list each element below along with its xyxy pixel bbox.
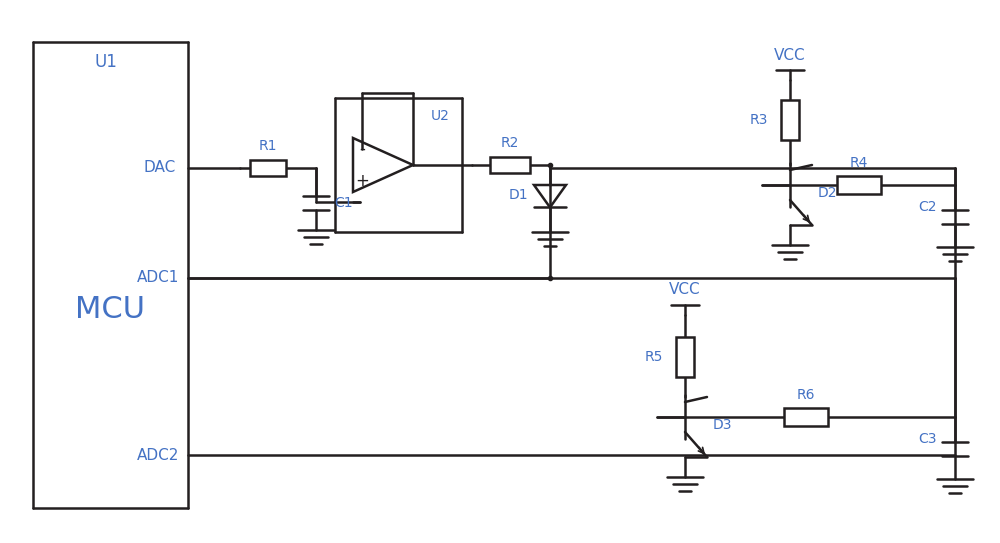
Bar <box>676 337 694 377</box>
Bar <box>490 157 530 173</box>
Bar <box>784 408 828 426</box>
Text: VCC: VCC <box>669 282 701 298</box>
Text: ADC2: ADC2 <box>137 447 179 463</box>
Text: MCU: MCU <box>76 295 146 325</box>
Text: D1: D1 <box>508 188 528 202</box>
Bar <box>250 160 286 176</box>
Text: R4: R4 <box>849 156 868 170</box>
Text: R3: R3 <box>750 113 768 127</box>
Text: C2: C2 <box>918 200 937 214</box>
Text: R1: R1 <box>259 139 277 153</box>
Bar <box>836 176 881 194</box>
Text: U2: U2 <box>431 109 449 123</box>
Text: +: + <box>355 172 369 190</box>
Text: C1: C1 <box>334 196 353 210</box>
Text: D3: D3 <box>713 418 732 432</box>
Text: U1: U1 <box>94 53 117 71</box>
Bar <box>781 100 799 140</box>
Text: C3: C3 <box>918 432 937 446</box>
Text: VCC: VCC <box>774 47 806 62</box>
Text: R2: R2 <box>501 136 519 150</box>
Text: R6: R6 <box>797 388 815 402</box>
Text: R5: R5 <box>645 350 663 364</box>
Text: DAC: DAC <box>144 161 176 175</box>
Text: ADC1: ADC1 <box>137 270 179 286</box>
Text: D2: D2 <box>818 186 838 200</box>
Text: -: - <box>359 140 365 158</box>
